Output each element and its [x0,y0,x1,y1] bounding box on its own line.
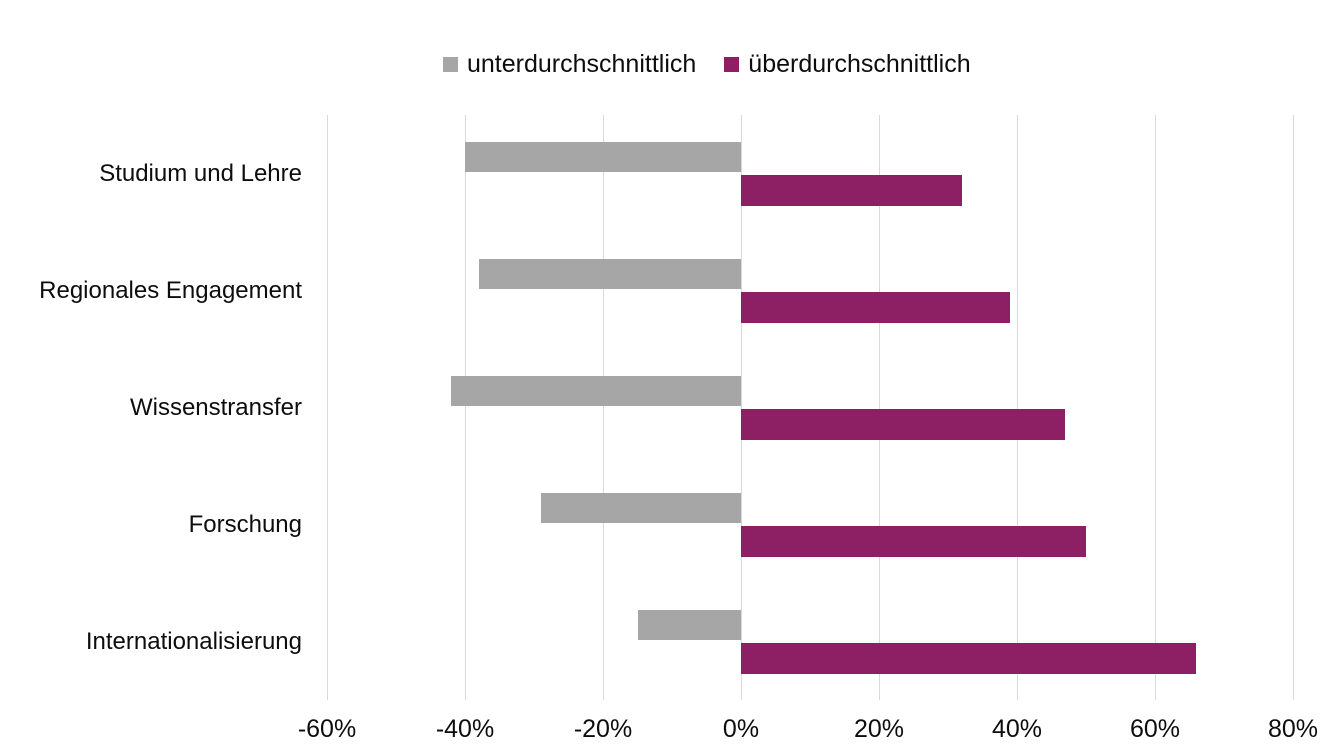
gridline [740,115,742,700]
legend: unterdurchschnittlich überdurchschnittli… [443,50,971,79]
legend-item-ueberdurchschnittlich: überdurchschnittlich [724,50,971,79]
gridline [464,115,466,700]
x-axis-tick-label: 0% [722,715,760,743]
plot-area [326,115,1294,700]
gridline [1292,115,1294,700]
bar-ueberdurchschnittlich [741,175,962,206]
x-axis-tick-label: -40% [435,715,495,743]
gridline [326,115,328,700]
bar-unterdurchschnittlich [465,142,741,172]
bar-unterdurchschnittlich [540,493,741,523]
legend-label-ueberdurchschnittlich: überdurchschnittlich [748,50,971,78]
bar-ueberdurchschnittlich [741,526,1086,557]
x-axis-tick-label: -20% [573,715,633,743]
gridline [1154,115,1156,700]
legend-item-unterdurchschnittlich: unterdurchschnittlich [443,50,696,79]
bar-unterdurchschnittlich [637,610,741,640]
x-axis-tick-label: -60% [297,715,357,743]
category-label: Wissenstransfer [129,393,302,421]
x-axis-tick-label: 20% [853,715,905,743]
category-label: Internationalisierung [85,627,302,655]
x-axis-tick-label: 40% [991,715,1043,743]
bar-unterdurchschnittlich [478,259,741,289]
bar-ueberdurchschnittlich [741,292,1011,323]
category-label: Forschung [188,510,302,538]
x-axis-tick-label: 80% [1267,715,1319,743]
gridline [602,115,604,700]
bar-unterdurchschnittlich [451,376,741,406]
bar-ueberdurchschnittlich [741,643,1197,674]
category-label: Studium und Lehre [99,159,302,187]
gridline [878,115,880,700]
legend-swatch-unterdurchschnittlich-icon [443,57,458,72]
x-axis-tick-label: 60% [1129,715,1181,743]
bar-ueberdurchschnittlich [741,409,1066,440]
legend-label-unterdurchschnittlich: unterdurchschnittlich [467,50,697,78]
category-label: Regionales Engagement [39,276,302,304]
legend-swatch-ueberdurchschnittlich-icon [724,57,740,72]
gridline [1016,115,1018,700]
